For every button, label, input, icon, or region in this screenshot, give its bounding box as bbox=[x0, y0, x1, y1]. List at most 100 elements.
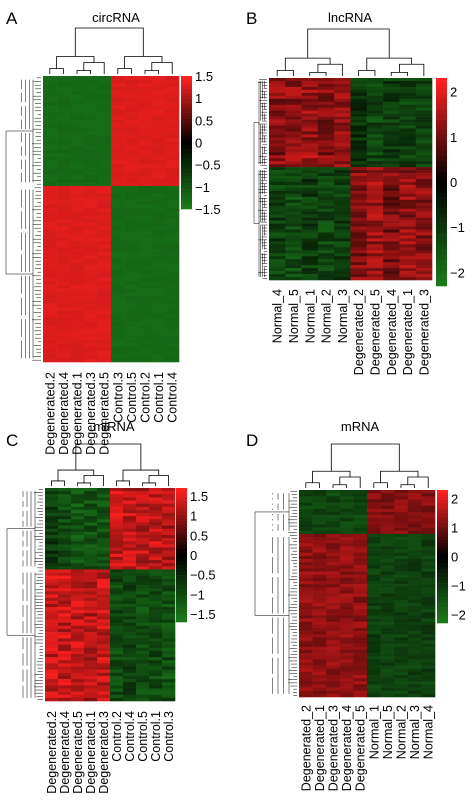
heatmap-cell bbox=[326, 552, 341, 557]
heatmap-cell bbox=[138, 76, 153, 80]
heatmap-cell bbox=[56, 288, 71, 293]
heatmap-cell bbox=[70, 167, 85, 172]
heatmap-cell bbox=[421, 612, 436, 616]
heatmap-cell bbox=[353, 574, 368, 579]
heatmap-cell bbox=[317, 259, 335, 263]
heatmap-cell bbox=[301, 277, 319, 281]
heatmap-cell bbox=[43, 219, 57, 223]
heatmap-cell bbox=[97, 226, 112, 231]
heatmap-cell bbox=[399, 235, 416, 239]
heatmap-cell bbox=[299, 524, 313, 528]
heatmap-cell bbox=[326, 521, 341, 525]
heatmap-cell bbox=[84, 679, 98, 683]
heatmap-cell bbox=[367, 568, 381, 572]
heatmap-cell bbox=[339, 546, 354, 550]
heatmap-cell bbox=[165, 307, 180, 311]
heatmap-cell bbox=[71, 632, 85, 636]
heatmap-cell bbox=[84, 509, 98, 514]
heatmap-cell bbox=[326, 568, 341, 572]
heatmap-cell bbox=[151, 336, 166, 341]
heatmap-cell bbox=[56, 112, 71, 117]
heatmap-cell bbox=[339, 530, 354, 535]
colorbar-tick-label: −1 bbox=[190, 587, 205, 602]
heatmap-cell bbox=[84, 663, 98, 667]
heatmap-cell bbox=[285, 140, 302, 144]
heatmap-cell bbox=[407, 687, 422, 692]
heatmap-cell bbox=[43, 105, 57, 110]
heatmap-cell bbox=[366, 262, 384, 266]
heatmap-cell bbox=[317, 256, 335, 260]
heatmap-cell bbox=[421, 643, 436, 648]
column-dendrogram-link bbox=[373, 482, 388, 488]
heatmap-cell bbox=[124, 230, 139, 234]
colorbar-swatch bbox=[437, 516, 448, 521]
heatmap-cell bbox=[421, 546, 436, 550]
heatmap-cell bbox=[299, 537, 313, 541]
heatmap-cell bbox=[326, 643, 341, 648]
heatmap-cell bbox=[124, 329, 139, 333]
heatmap-cell bbox=[97, 538, 111, 542]
colorbar-swatch bbox=[181, 119, 192, 123]
heatmap-cell bbox=[326, 546, 341, 550]
heatmap-cell bbox=[366, 184, 384, 189]
row-dendrogram-root bbox=[254, 511, 289, 616]
heatmap-cell bbox=[334, 131, 351, 135]
heatmap-cell bbox=[123, 588, 137, 592]
heatmap-cell bbox=[56, 127, 71, 132]
heatmap-cell bbox=[56, 131, 71, 135]
heatmap-cell bbox=[407, 496, 422, 500]
heatmap-cell bbox=[317, 238, 335, 242]
heatmap-cell bbox=[269, 113, 286, 117]
heatmap-cell bbox=[71, 566, 85, 570]
heatmap-cell bbox=[97, 142, 112, 146]
heatmap-cell bbox=[149, 531, 163, 536]
row-dendrogram-c bbox=[6, 489, 43, 700]
heatmap-cell bbox=[380, 584, 395, 588]
heatmap-cell bbox=[43, 134, 57, 139]
heatmap-cell bbox=[97, 578, 111, 583]
heatmap-cell bbox=[97, 641, 111, 645]
heatmap-cell bbox=[394, 684, 409, 688]
heatmap-cell bbox=[97, 660, 111, 664]
heatmap-cell bbox=[110, 672, 124, 677]
colorbar-swatch bbox=[436, 275, 447, 282]
row-dendrogram-root bbox=[5, 130, 33, 275]
heatmap-cell bbox=[367, 574, 381, 579]
heatmap-cell bbox=[97, 164, 112, 168]
heatmap-cell bbox=[399, 131, 416, 135]
colorbar-swatch bbox=[181, 202, 192, 206]
heatmap-cell bbox=[162, 506, 176, 511]
heatmap-cell bbox=[334, 179, 351, 183]
heatmap-cell bbox=[97, 127, 112, 132]
colorbar-swatch bbox=[437, 523, 448, 527]
heatmap-cell bbox=[421, 628, 436, 632]
heatmap-cell bbox=[123, 556, 137, 561]
heatmap-cell bbox=[83, 127, 98, 132]
colorbar-swatch bbox=[176, 565, 187, 569]
heatmap-cell bbox=[415, 253, 433, 257]
column-dendrogram-link bbox=[76, 70, 91, 74]
heatmap-cell bbox=[151, 164, 166, 168]
heatmap-cell bbox=[45, 560, 59, 564]
heatmap-cell bbox=[165, 98, 180, 102]
heatmap-cell bbox=[43, 76, 57, 80]
heatmap-cell bbox=[71, 538, 85, 542]
heatmap-cell bbox=[58, 522, 72, 526]
heatmap-cell bbox=[421, 587, 436, 591]
heatmap-cell bbox=[394, 568, 409, 572]
heatmap-cell bbox=[138, 336, 153, 341]
heatmap-cell bbox=[97, 189, 112, 194]
heatmap-cell bbox=[138, 358, 153, 363]
heatmap-cell bbox=[317, 229, 335, 233]
heatmap-cell bbox=[366, 181, 384, 186]
column-label: Control.2 bbox=[139, 372, 153, 423]
heatmap-cell bbox=[269, 152, 286, 156]
column-dendrogram-link bbox=[116, 480, 130, 486]
heatmap-cell bbox=[269, 250, 286, 254]
heatmap-cell bbox=[367, 543, 381, 547]
heatmap-cell bbox=[339, 590, 354, 594]
heatmap-cell bbox=[299, 565, 313, 569]
heatmap-cell bbox=[136, 657, 150, 661]
heatmap-cell bbox=[58, 594, 72, 598]
heatmap-cell bbox=[111, 90, 125, 95]
